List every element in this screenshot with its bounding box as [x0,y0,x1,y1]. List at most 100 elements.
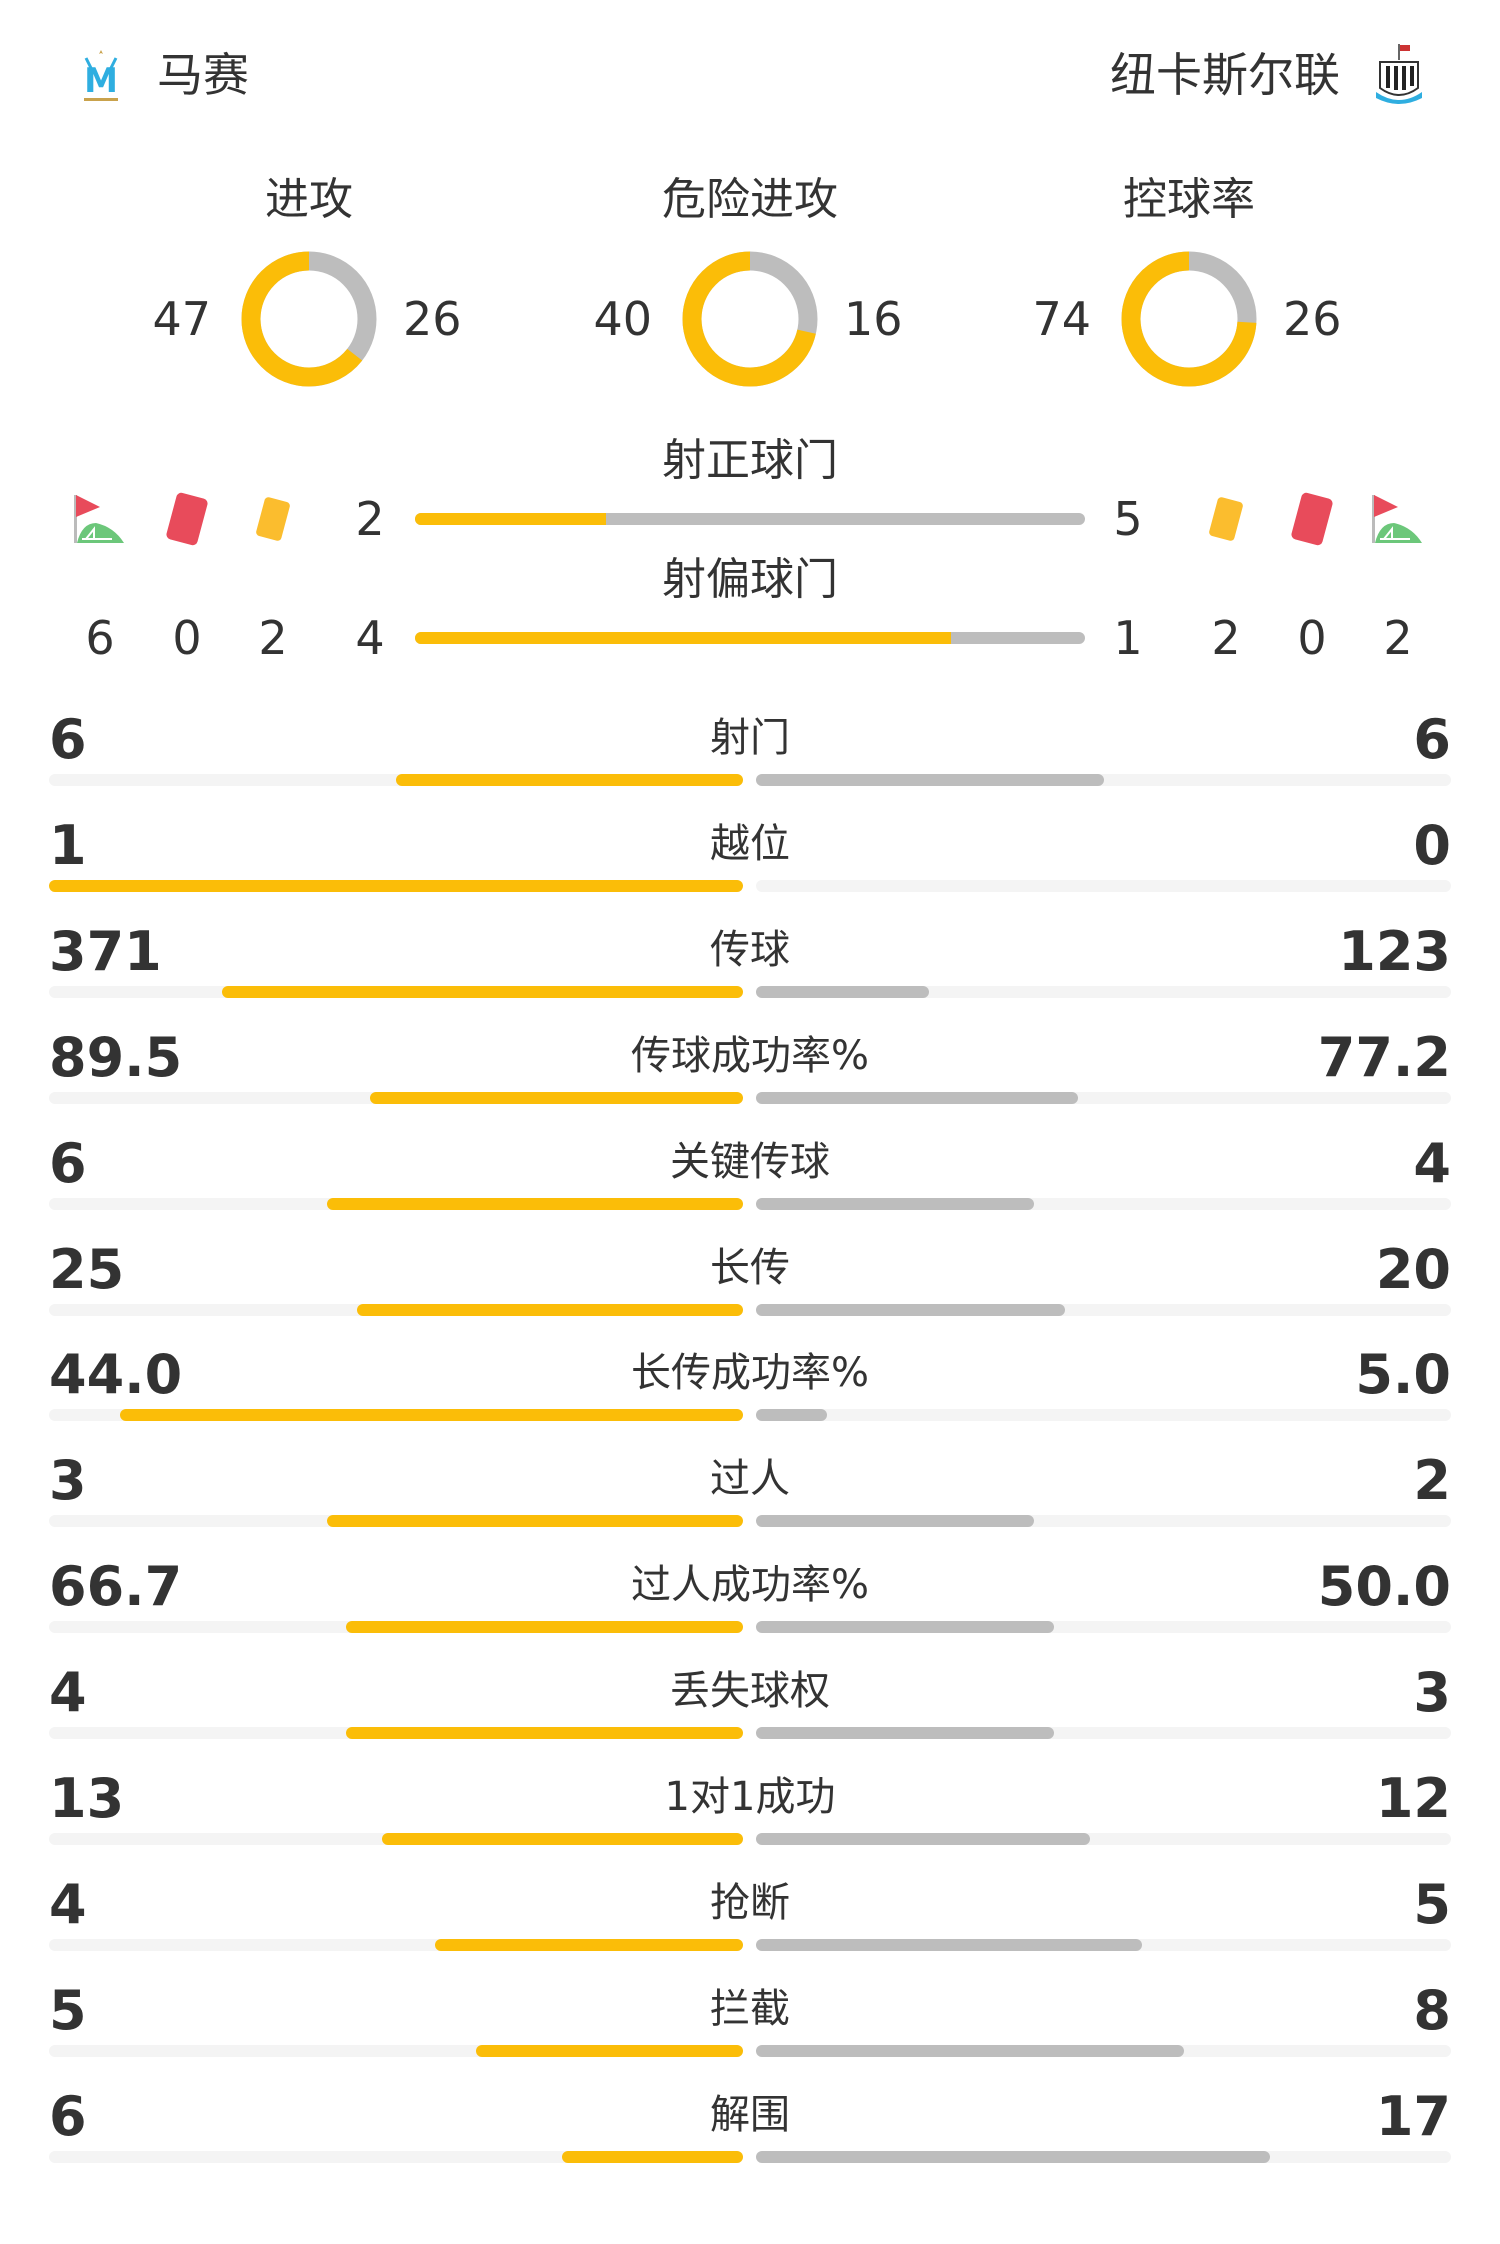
marseille-crest-icon: M [84,50,118,101]
stat-home-track [49,1727,743,1740]
stat-home-track [49,1938,743,1951]
stat-away-track [756,2150,1451,2163]
donut-chart [1121,251,1257,387]
stat-home-bar [357,1303,743,1316]
shots-on-home: 2 [355,492,385,546]
stat-label: 1对1成功 [664,1774,836,1820]
stat-away-value: 3 [1413,1661,1451,1725]
stat-away-value: 0 [1413,813,1451,877]
donut-home-value: 47 [152,292,211,346]
stat-away-value: 50.0 [1317,1555,1451,1619]
stat-home-value: 5 [49,1978,87,2042]
stat-home-track [49,879,743,892]
stat-home-track [49,1621,743,1634]
stat-away-track [756,1303,1451,1316]
stat-label: 拦截 [710,1985,790,2032]
donut-home-arc [682,251,818,387]
stat-home-track [49,2150,743,2163]
stat-away-bar [756,774,1104,786]
yellow-card-icon [256,497,290,541]
stat-label: 长传 [710,1244,790,1291]
stat-away-value: 77.2 [1317,1025,1451,1089]
stat-away-track [756,1833,1451,1845]
home-team-name: 马赛 [157,48,249,102]
stat-away-bar [756,1303,1065,1316]
stat-away-track [756,1091,1451,1104]
stat-home-track [49,1091,743,1104]
stat-home-value: 4 [49,1661,87,1725]
stat-away-track [756,1621,1451,1634]
away-team-name: 纽卡斯尔联 [1110,48,1340,102]
donut-away-value: 26 [1283,292,1342,346]
donut-title: 危险进攻 [662,174,838,225]
away-yellow-cards: 2 [1211,611,1241,665]
stat-home-bar [49,879,743,892]
stat-away-track [756,1197,1451,1210]
stat-home-bar [326,1515,743,1528]
stat-away-value: 2 [1413,1449,1451,1513]
donut-title: 控球率 [1123,174,1255,225]
stat-away-bar [756,1515,1034,1528]
stat-label: 长传成功率% [630,1350,869,1397]
shots-on-target-title: 射正球门 [662,435,838,486]
stat-home-value: 4 [49,1872,87,1936]
stat-home-bar [396,774,743,786]
stat-label: 过人 [710,1456,790,1503]
stat-away-track [756,1938,1451,1951]
donut-home-arc [241,251,377,387]
stat-home-track [49,2044,743,2057]
stat-away-bar [756,1938,1143,1951]
svg-text:M: M [84,61,118,101]
stat-home-bar [221,985,743,998]
shots-off-target-title: 射偏球门 [662,554,838,605]
stat-label: 解围 [710,2091,790,2138]
stat-away-value: 20 [1375,1237,1451,1301]
shots-on-away: 5 [1113,492,1143,546]
donut-home-value: 74 [1032,292,1091,346]
stat-home-value: 371 [49,919,162,983]
donut-away-value: 16 [844,292,903,346]
home-red-cards: 0 [172,611,202,665]
stat-away-track [756,985,1451,998]
stat-label: 抢断 [710,1879,790,1926]
stat-away-value: 6 [1413,708,1451,771]
newcastle-crest-icon [1376,44,1422,104]
stat-away-value: 8 [1413,1978,1451,2042]
stat-home-bar [346,1621,743,1634]
stat-away-value: 123 [1338,919,1451,983]
donut-title: 进攻 [265,174,353,225]
stat-home-bar [476,2044,743,2057]
stat-away-bar [756,1197,1034,1210]
stat-home-value: 44.0 [49,1343,183,1407]
stat-away-value: 17 [1375,2084,1451,2148]
stat-home-track [49,1833,743,1845]
donut-home-arc [1121,251,1257,387]
stat-away-bar [756,2150,1270,2163]
stat-away-bar [756,1091,1078,1104]
stat-home-track [49,1409,743,1422]
stat-label: 传球成功率% [630,1032,869,1079]
stat-home-bar [119,1409,743,1422]
stat-home-bar [326,1197,743,1210]
shots-on-home-fill [415,513,607,525]
stat-away-track [756,1515,1451,1528]
stat-home-value: 6 [49,2084,87,2148]
stat-home-track [49,1197,743,1210]
stat-home-track [49,774,743,786]
stat-home-value: 66.7 [49,1555,183,1619]
stat-home-bar [370,1091,743,1104]
stat-away-bar [756,985,930,998]
stat-away-value: 5 [1413,1872,1451,1936]
stat-away-track [756,1409,1451,1422]
stat-label: 过人成功率% [630,1562,869,1609]
shots-off-bar [415,632,1085,644]
shots-off-away: 1 [1113,611,1143,665]
shots-on-bar [415,513,1085,525]
stat-label: 传球 [710,926,790,973]
home-corners: 6 [85,611,115,665]
stat-away-bar [756,1833,1090,1845]
stat-home-bar [561,2150,743,2163]
corner-flag-icon [1372,495,1422,543]
stat-home-bar [382,1833,743,1845]
stat-away-track [756,774,1451,786]
